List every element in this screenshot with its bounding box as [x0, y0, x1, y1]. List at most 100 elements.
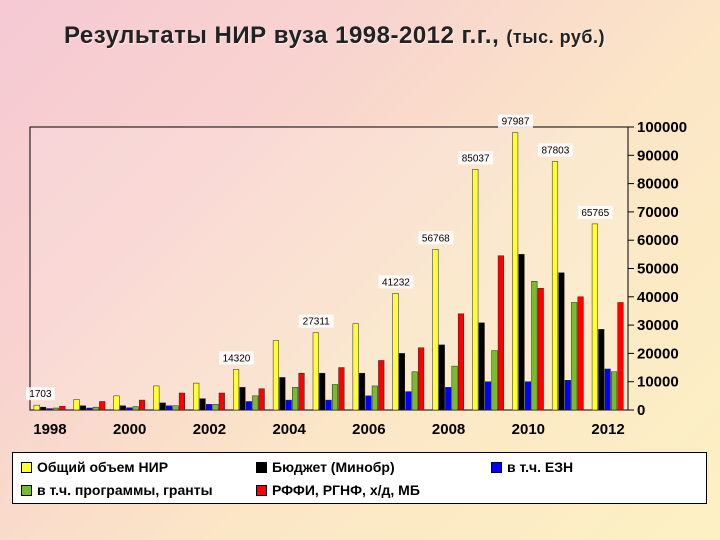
y-tick-label: 30000: [637, 317, 679, 334]
bar-3-2006: [371, 385, 378, 411]
bar-4-2011: [577, 296, 584, 411]
legend-label-grants: в т.ч. программы, гранты: [37, 482, 213, 498]
chart-title-main: Результаты НИР вуза 1998-2012 г.г.,: [64, 22, 500, 49]
bar-4-2002: [218, 392, 225, 411]
plot-area: [29, 126, 629, 411]
bar-2-2011: [564, 380, 571, 411]
bar-3-2008: [451, 365, 458, 411]
y-tick-label: 0: [637, 402, 645, 419]
bar-0-2011: [551, 161, 559, 411]
bar-1-1999: [79, 405, 87, 411]
data-label-2007: 41232: [382, 277, 410, 288]
x-tick-label: 2002: [193, 421, 226, 438]
bar-0-2007: [392, 293, 399, 411]
bar-4-2005: [338, 367, 345, 411]
data-label-bg: [26, 387, 55, 401]
bar-1-2003: [239, 387, 246, 411]
data-label-2012: 65765: [581, 208, 609, 219]
bar-1-2011: [558, 272, 565, 411]
y-tick-label: 60000: [637, 232, 679, 249]
bar-1-2001: [159, 402, 166, 411]
y-tick-label: 100000: [637, 119, 687, 136]
bar-3-2011: [571, 302, 578, 411]
bar-4-2001: [178, 392, 185, 411]
legend-item-grants: в т.ч. программы, гранты: [21, 482, 213, 498]
bar-2-1999: [86, 407, 93, 411]
bar-2-2001: [166, 405, 173, 411]
bar-3-2004: [292, 387, 299, 411]
data-label-2005: 27311: [303, 317, 331, 328]
bar-4-2009: [497, 255, 504, 411]
data-label-bg: [577, 205, 613, 219]
bar-3-1998: [52, 407, 59, 411]
bar-1-2009: [478, 322, 485, 411]
bar-1-2007: [398, 353, 405, 411]
legend-item-ezn: в т.ч. ЕЗН: [491, 459, 573, 475]
bar-1-2006: [359, 372, 366, 411]
data-label-1998: 1703: [29, 389, 52, 400]
legend-swatch-grants: [21, 484, 32, 496]
y-tick-label: 20000: [637, 345, 679, 362]
bar-0-2000: [113, 395, 120, 411]
legend-label-ezn: в т.ч. ЕЗН: [507, 459, 574, 475]
bar-0-2010: [512, 132, 519, 411]
bar-2-2000: [126, 407, 133, 411]
bar-1-2004: [279, 377, 286, 411]
bar-4-2000: [139, 399, 146, 411]
legend-swatch-rffi: [256, 484, 267, 496]
bar-3-2012: [611, 371, 618, 411]
legend-swatch-budget: [256, 461, 267, 473]
bar-1-2012: [598, 329, 605, 411]
bar-3-2009: [491, 350, 498, 411]
legend-label-total: Общий объем НИР: [37, 459, 169, 475]
data-label-2011: 87803: [541, 146, 569, 157]
bar-4-2003: [258, 388, 265, 411]
x-tick-label: 2006: [352, 421, 385, 438]
bar-3-2001: [172, 405, 179, 411]
bar-3-2000: [132, 406, 139, 411]
bar-0-2002: [193, 382, 200, 411]
data-label-2003: 14320: [223, 353, 251, 364]
bar-3-2007: [411, 371, 418, 411]
data-label-2010: 97987: [502, 117, 530, 128]
legend-label-rffi: РФФИ, РГНФ, х/д, МБ: [272, 482, 420, 498]
bar-0-2004: [272, 340, 279, 411]
bar-0-2012: [591, 223, 598, 411]
bar-2-2009: [485, 381, 492, 411]
x-tick-label: 2000: [113, 421, 146, 438]
bar-4-2008: [457, 313, 465, 411]
bar-2-2005: [325, 399, 332, 411]
legend-swatch-total: [21, 461, 32, 473]
bar-0-2006: [352, 323, 359, 411]
bar-2-2012: [604, 368, 611, 411]
x-tick-label: 2012: [591, 421, 624, 438]
bar-1-1998: [40, 406, 47, 411]
bar-2-2007: [405, 391, 412, 411]
bar-2-2002: [205, 404, 213, 411]
data-label-bg: [378, 275, 414, 289]
data-label-bg: [498, 114, 534, 128]
y-tick-label: 50000: [637, 261, 679, 278]
y-tick-label: 40000: [637, 289, 679, 306]
bar-1-2000: [119, 405, 126, 411]
chart-title: Результаты НИР вуза 1998-2012 г.г., (тыс…: [64, 22, 605, 50]
legend-item-total: Общий объем НИР: [21, 459, 168, 475]
bar-3-2003: [252, 395, 259, 411]
bar-4-2006: [378, 360, 385, 411]
bar-2-2010: [524, 381, 531, 411]
data-label-bg: [458, 151, 494, 165]
bar-1-2005: [319, 372, 326, 411]
bar-0-1999: [73, 399, 80, 411]
bar-2-1998: [46, 408, 53, 411]
bar-0-2001: [153, 385, 160, 411]
bar-2-2003: [245, 401, 252, 411]
x-tick-label: 1998: [33, 421, 66, 438]
bar-3-1999: [92, 406, 99, 411]
data-label-bg: [298, 314, 334, 328]
bar-0-2009: [472, 169, 479, 411]
bar-1-2002: [199, 398, 206, 411]
bar-1-2008: [438, 344, 445, 411]
bar-2-2004: [285, 399, 292, 411]
bar-4-2007: [418, 347, 425, 411]
